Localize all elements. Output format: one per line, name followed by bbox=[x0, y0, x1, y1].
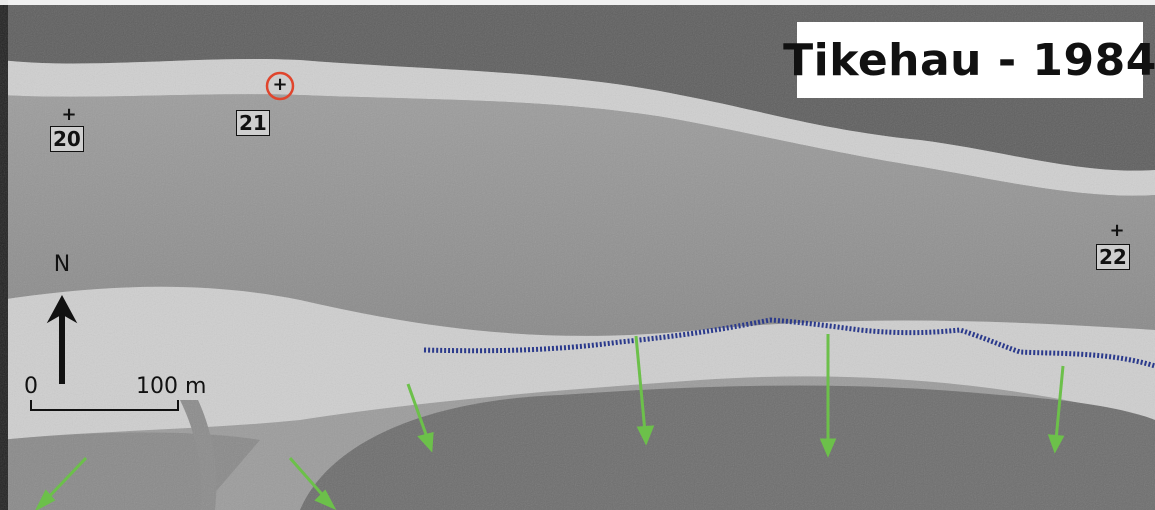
scale-start-label: 0 bbox=[24, 374, 38, 399]
scale-bar: 0 100 m bbox=[24, 372, 206, 422]
green-arrow bbox=[35, 456, 88, 510]
map-title-box: Tikehau - 1984 bbox=[783, 22, 1155, 98]
marker-label: 21 bbox=[236, 110, 270, 136]
highlight-circle bbox=[265, 71, 295, 101]
plus-icon: + bbox=[1109, 220, 1125, 241]
north-arrow-icon bbox=[46, 294, 78, 384]
scale-bar-icon bbox=[30, 400, 179, 411]
plus-icon: + bbox=[61, 104, 77, 125]
green-arrow bbox=[634, 335, 655, 446]
marker-label: 22 bbox=[1096, 244, 1130, 270]
green-arrow bbox=[288, 457, 337, 510]
north-label: N bbox=[53, 252, 71, 277]
green-arrow bbox=[819, 334, 837, 458]
green-arrow bbox=[406, 383, 434, 453]
scale-end-label: 100 m bbox=[136, 374, 207, 399]
green-arrow bbox=[1047, 365, 1065, 454]
north-indicator: N bbox=[40, 252, 84, 392]
plus-icon: + bbox=[272, 74, 288, 95]
marker-label: 20 bbox=[50, 126, 84, 152]
map-title: Tikehau - 1984 bbox=[783, 34, 1155, 86]
